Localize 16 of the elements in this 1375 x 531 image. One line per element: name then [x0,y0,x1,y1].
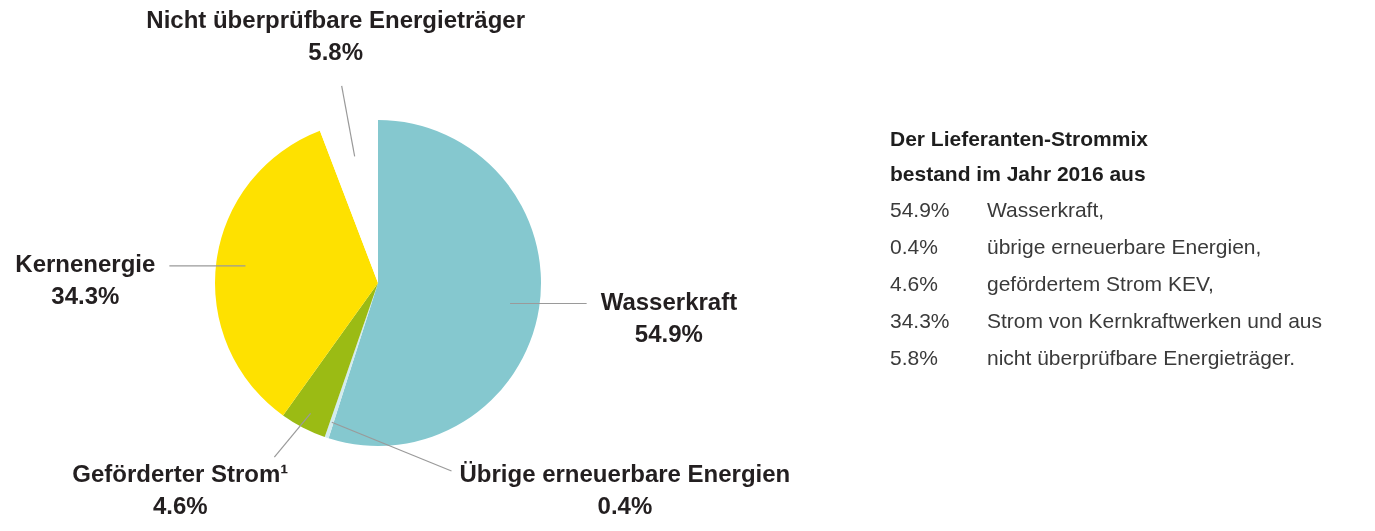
slice-label: Geförderter Strom¹ [72,459,289,487]
data-label: 4.6% [152,491,208,519]
text: 0.4% übrige erneuerbare Energien, [890,235,1262,258]
text: 4.6% gefördertem Strom KEV, [890,272,1214,295]
slice-label: Nicht überprüfbare Energieträger [146,6,526,34]
text: 34.3% Strom von Kernkraftwerken und aus [890,309,1322,332]
text: 54.9% Wasserkraft, [890,198,1105,221]
data-label: 34.3% [51,282,120,310]
slice-label: Übrige erneuerbare Energien [459,459,791,487]
data-label: 0.4% [597,491,653,519]
data-label: 54.9% [634,320,703,348]
text: 5.8% nicht überprüfbare Energieträger. [890,346,1296,369]
slice-label: Wasserkraft [600,288,738,316]
data-label: 5.8% [308,38,364,66]
slice-label: Kernenergie [15,250,156,278]
text: Der Lieferanten-Strommix bestand im Jahr 2016 aus [890,126,1149,187]
